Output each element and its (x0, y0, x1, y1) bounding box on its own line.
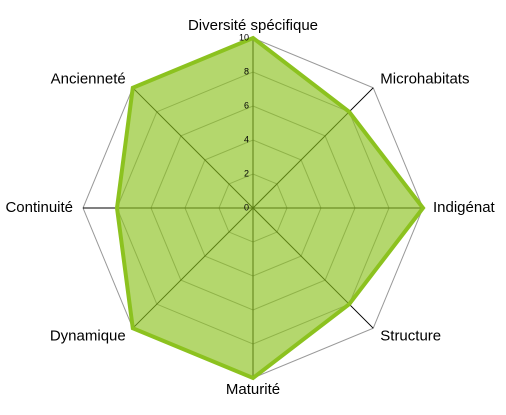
axis-label: Indigénat (433, 199, 496, 216)
axis-label: Diversité spécifique (188, 17, 318, 34)
series-area (114, 35, 426, 381)
axis-label: Microhabitats (380, 70, 469, 87)
axis-label: Maturité (226, 381, 280, 398)
tick-label: 8 (244, 66, 249, 76)
tick-label: 4 (244, 134, 249, 144)
axis-label: Continuité (5, 199, 73, 216)
axis-label: Ancienneté (51, 70, 126, 87)
tick-label: 2 (244, 168, 249, 178)
tick-label: 6 (244, 100, 249, 110)
axis-label: Dynamique (50, 328, 126, 345)
tick-label: 0 (244, 202, 249, 212)
tick-label: 10 (239, 32, 249, 42)
axis-label: Structure (380, 328, 441, 345)
